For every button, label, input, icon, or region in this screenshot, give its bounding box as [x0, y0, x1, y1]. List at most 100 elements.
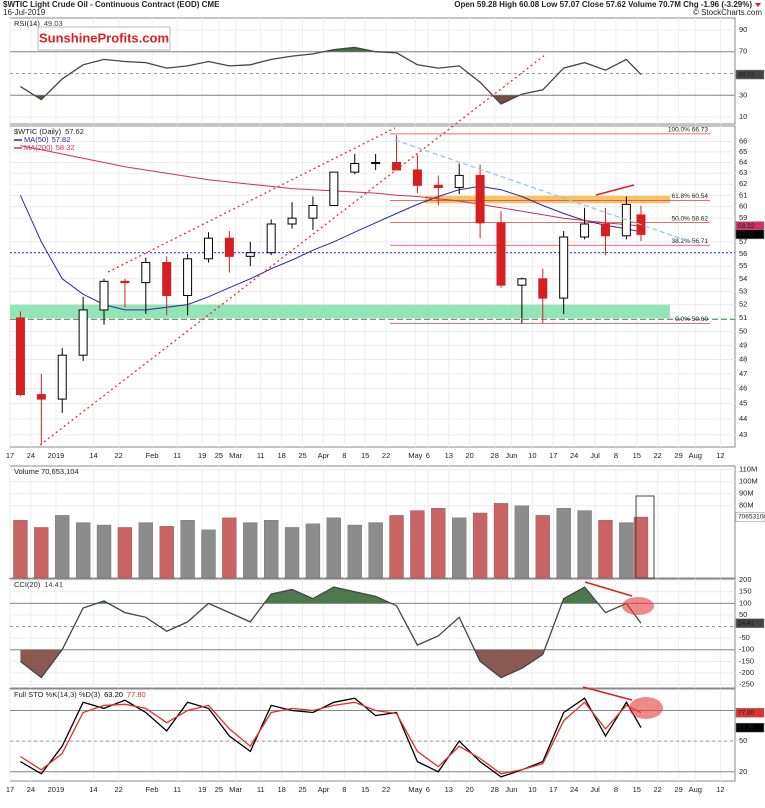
volume-bar [243, 522, 258, 579]
x-tick-label: 15 [361, 451, 369, 460]
x-tick-label: 17 [6, 785, 14, 794]
x-tick-label: Feb [146, 451, 159, 460]
x-tick-label: 17 [6, 451, 14, 460]
candle-body [120, 280, 130, 284]
x-tick-label: 22 [114, 785, 122, 794]
x-tick-label: Jul [590, 451, 600, 460]
x-tick-label: 22 [382, 451, 390, 460]
x-tick-label: 24 [27, 785, 35, 794]
y-tick-label: 54 [739, 274, 747, 283]
x-tick-label: 24 [570, 451, 578, 460]
x-tick-label: Jun [505, 451, 517, 460]
x-tick-label: 14 [89, 451, 97, 460]
fib-label: 100.0% 66.73 [668, 127, 709, 134]
x-tick-label: 8 [342, 451, 346, 460]
legend-entry: MA(200) 58.32 [24, 143, 75, 152]
value-tag-label: 77.80 [738, 709, 755, 716]
x-tick-label: 11 [173, 451, 181, 460]
value-tag-label: 57.62 [738, 231, 755, 238]
value-tag-label: 63.20 [738, 724, 755, 731]
x-tick-label: Aug [689, 785, 702, 794]
volume-bar [326, 517, 341, 579]
x-tick-label: May [408, 451, 422, 460]
y-tick-label: 50 [739, 326, 747, 335]
candle-body [600, 223, 610, 237]
y-tick-label: 48 [739, 354, 747, 363]
volume-bar [535, 515, 550, 579]
y-tick-label: 64 [739, 157, 747, 166]
y-tick-label: 63 [739, 168, 747, 177]
x-tick-label: Jul [590, 785, 600, 794]
y-tick-label: -50 [739, 633, 750, 642]
y-tick-label: 65 [739, 147, 747, 156]
y-tick-label: 90M [739, 489, 754, 498]
x-tick-label: 24 [570, 785, 578, 794]
volume-bar [117, 527, 133, 579]
candle-body [371, 161, 381, 165]
volume-bar [410, 510, 425, 579]
x-tick-label: Apr [318, 785, 330, 794]
y-tick-label: 80M [739, 501, 754, 510]
y-tick-label: 30 [739, 90, 747, 99]
volume-bar [55, 515, 70, 579]
y-tick-label: 47 [739, 369, 747, 378]
trend-line [394, 139, 701, 246]
value-tag [735, 69, 765, 80]
volume-bar [514, 505, 530, 579]
x-tick-label: 19 [198, 785, 206, 794]
panel-title: CCI(20) 14.41 [14, 580, 63, 589]
value-tag [735, 707, 765, 718]
candle-body [141, 262, 151, 284]
y-tick-label: 70 [739, 47, 747, 56]
x-tick-label: 12 [716, 785, 724, 794]
candle-body [245, 252, 255, 257]
x-tick-label: 18 [277, 451, 285, 460]
value-tag-label: 49.03 [738, 71, 755, 78]
trend-line [584, 581, 633, 597]
x-tick-label: 25 [298, 785, 306, 794]
chart-date: 16-Jul-2019 [3, 8, 46, 17]
x-tick-label: 15 [633, 451, 641, 460]
legend-entry: MA(50) 57.82 [24, 135, 70, 144]
y-tick-label: -250 [739, 680, 754, 689]
x-tick-label: Feb [146, 785, 159, 794]
x-tick-label: 2019 [48, 451, 65, 460]
volume-bar [222, 517, 237, 579]
x-tick-label: 11 [257, 785, 265, 794]
y-tick-label: 100 [739, 598, 752, 607]
panel-title-text: Full STO %K(14,3) %D(3) [14, 690, 101, 699]
x-tick-label: 28 [491, 451, 499, 460]
x-tick-label: 11 [173, 785, 181, 794]
value-tag [735, 722, 765, 733]
x-tick-label: 11 [257, 451, 265, 460]
volume-bar [598, 520, 613, 579]
x-tick-label: 15 [633, 785, 641, 794]
volume-bar [284, 527, 300, 579]
panel-title: $WTIC (Daily) 57.62 [14, 127, 84, 136]
y-tick-label: 49 [739, 340, 747, 349]
band-fill [96, 587, 598, 604]
candle-body [329, 171, 339, 207]
x-tick-label: 29 [674, 785, 682, 794]
series-line [20, 586, 642, 679]
x-tick-label: 20 [465, 785, 473, 794]
candle-body [496, 222, 506, 286]
volume-bar [13, 520, 28, 579]
x-tick-label: 29 [674, 451, 682, 460]
candle-body [454, 174, 464, 189]
x-tick-label: 24 [27, 451, 35, 460]
x-tick-label: 22 [114, 451, 122, 460]
y-tick-label: 66 [739, 136, 747, 145]
panel-title: RSI(14) 49.03 [14, 19, 63, 28]
volume-bar [305, 523, 321, 579]
x-tick-label: 22 [654, 785, 662, 794]
x-tick-label: 6 [426, 451, 430, 460]
y-tick-label: -200 [739, 668, 754, 677]
legend-value: 58.32 [56, 143, 75, 152]
volume-bar [138, 522, 153, 579]
trend-line [107, 127, 396, 273]
x-tick-label: 13 [445, 785, 453, 794]
candle-body [350, 163, 360, 173]
x-tick-label: 10 [528, 451, 536, 460]
